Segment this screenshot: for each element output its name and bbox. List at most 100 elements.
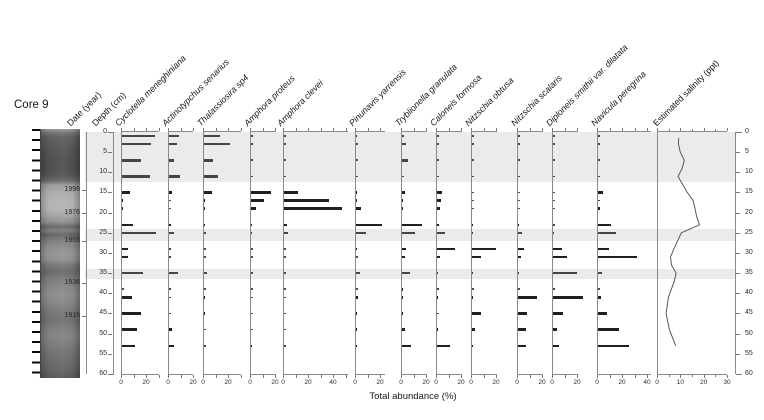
axis-tick xyxy=(168,375,169,378)
depth-tick-label: 35 xyxy=(745,269,753,277)
zero-sample-marker xyxy=(598,288,600,291)
abundance-bar xyxy=(356,199,358,202)
abundance-bar xyxy=(356,231,366,235)
depth-tick xyxy=(736,172,740,174)
depth-tick-label: 60 xyxy=(745,369,753,377)
zero-sample-marker xyxy=(251,312,253,315)
zero-sample-marker xyxy=(437,288,439,291)
abundance-bar xyxy=(122,223,134,227)
zero-sample-marker xyxy=(553,223,555,226)
abundance-bar xyxy=(251,231,253,235)
panel-axis-line xyxy=(203,132,204,374)
zero-sample-marker xyxy=(284,256,286,258)
zero-sample-marker xyxy=(598,199,600,202)
abundance-bar xyxy=(518,223,520,227)
axis-tick xyxy=(250,375,251,378)
panel-axis-line xyxy=(168,132,169,374)
depth-tick xyxy=(736,373,742,375)
abundance-bar xyxy=(122,344,135,348)
depth-tick xyxy=(108,333,112,335)
zero-sample-marker xyxy=(598,175,600,178)
axis-tick xyxy=(228,375,229,378)
depth-axis-line xyxy=(113,132,114,374)
abundance-bar xyxy=(169,159,174,162)
axis-tick xyxy=(680,128,682,131)
zero-sample-marker xyxy=(251,135,253,137)
abundance-bar xyxy=(437,255,440,259)
axis-tick-label: 0 xyxy=(550,379,554,386)
axis-tick xyxy=(715,375,717,377)
depth-tick xyxy=(736,192,740,194)
abundance-bar xyxy=(553,344,560,348)
date-tick xyxy=(82,212,86,214)
salinity-curve xyxy=(665,137,701,346)
axis-tick-label: 30 xyxy=(723,379,731,386)
depth-tick xyxy=(736,252,740,254)
abundance-bar xyxy=(553,247,562,251)
depth-tick xyxy=(108,353,112,355)
depth-tick-label: 45 xyxy=(745,309,753,317)
axis-tick xyxy=(413,375,415,378)
axis-tick xyxy=(715,129,717,131)
zero-sample-marker xyxy=(598,159,600,162)
axis-tick-label: 20 xyxy=(142,379,150,386)
axis-tick xyxy=(577,375,578,378)
abundance-bar xyxy=(402,207,404,210)
zero-sample-marker xyxy=(284,288,286,291)
depth-tick-label: 15 xyxy=(745,188,753,196)
axis-tick xyxy=(529,375,531,378)
panel-top-axis xyxy=(250,131,277,132)
abundance-bar xyxy=(518,312,527,315)
axis-tick xyxy=(345,375,347,378)
abundance-bar xyxy=(356,207,361,210)
abundance-bar xyxy=(472,231,474,235)
axis-tick xyxy=(275,128,276,131)
abundance-bar xyxy=(284,207,342,210)
abundance-bar xyxy=(437,296,439,299)
axis-tick xyxy=(158,128,160,131)
abundance-bar xyxy=(356,296,358,299)
axis-tick xyxy=(564,375,566,378)
panel-axis-line xyxy=(355,132,356,374)
abundance-bar xyxy=(122,312,141,315)
abundance-bar xyxy=(204,199,206,202)
depth-tick-label: 40 xyxy=(745,289,753,297)
abundance-bar xyxy=(518,344,526,348)
zero-sample-marker xyxy=(598,135,600,137)
abundance-bar xyxy=(284,199,329,202)
zero-sample-marker xyxy=(437,135,439,137)
axis-tick-label: 0 xyxy=(353,379,357,386)
axis-tick xyxy=(168,128,169,131)
zero-sample-marker xyxy=(472,199,474,202)
axis-tick xyxy=(634,375,636,378)
abundance-bar xyxy=(402,288,404,291)
depth-tick-label: 20 xyxy=(99,208,107,216)
abundance-bar xyxy=(204,312,206,315)
axis-tick xyxy=(413,128,415,131)
zero-sample-marker xyxy=(402,135,404,137)
axis-tick-label: 20 xyxy=(492,379,500,386)
axis-tick xyxy=(295,128,297,131)
axis-tick xyxy=(275,375,276,378)
abundance-bar xyxy=(169,175,181,178)
abundance-bar xyxy=(284,231,288,235)
zero-sample-marker xyxy=(472,191,474,194)
axis-tick xyxy=(461,375,462,378)
depth-tick xyxy=(108,273,112,275)
axis-tick-label: 0 xyxy=(399,379,403,386)
depth-tick-label: 40 xyxy=(99,289,107,297)
abundance-bar xyxy=(402,223,422,227)
date-axis-line xyxy=(86,132,87,374)
abundance-bar xyxy=(251,344,253,348)
abundance-bar xyxy=(402,255,405,259)
depth-tick xyxy=(108,172,112,174)
zero-sample-marker xyxy=(356,256,358,258)
panel-top-axis xyxy=(401,131,428,132)
axis-tick xyxy=(146,128,147,131)
axis-tick xyxy=(657,375,658,378)
abundance-bar xyxy=(437,207,440,210)
abundance-bar xyxy=(356,247,358,251)
axis-tick-label: 20 xyxy=(700,379,708,386)
panel-bottom-axis xyxy=(597,374,651,375)
